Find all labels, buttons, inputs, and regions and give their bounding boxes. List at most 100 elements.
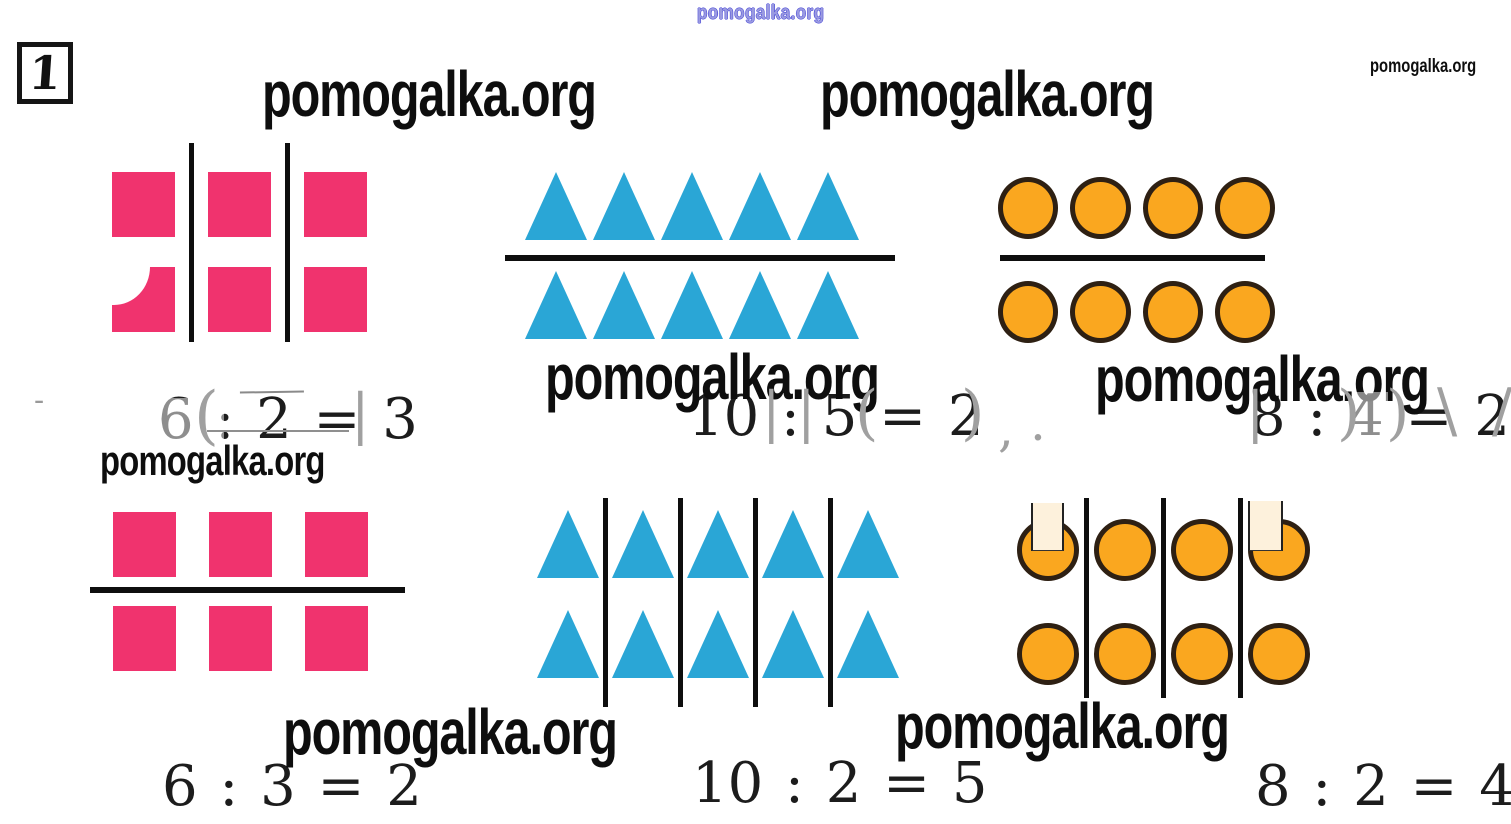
- division-equation-4: 6 : 3 = 2: [162, 754, 422, 819]
- watermark-bottom-right: pomogalka.org: [895, 690, 1230, 762]
- orange-circle-shape: [1094, 623, 1156, 685]
- orange-circle-shape: [1070, 281, 1131, 343]
- shape-column: [687, 498, 749, 707]
- task-number-box: 1: [17, 42, 73, 104]
- pink-square-shape: [209, 512, 272, 577]
- blue-triangle-shape: [612, 510, 674, 578]
- pink-square-shape: [208, 172, 271, 237]
- divider-line: [285, 143, 290, 342]
- shape-row: [90, 512, 405, 577]
- pink-square-shape: [304, 267, 367, 332]
- blue-triangle-shape: [797, 172, 859, 240]
- scan-artifact-paren: (: [194, 379, 219, 453]
- orange-circle-shape: [1070, 177, 1131, 239]
- pink-square-shape: [113, 606, 176, 671]
- blue-triangle-shape: [525, 172, 587, 240]
- orange-circle-shape: [1171, 623, 1233, 685]
- shape-row: [995, 281, 1275, 343]
- shape-column: [112, 143, 175, 342]
- orange-circle-shape: [998, 177, 1059, 239]
- blue-triangle-shape: [762, 510, 824, 578]
- blue-triangle-shape: [729, 172, 791, 240]
- shape-group-triangles-by-2: [537, 498, 899, 707]
- scan-artifact-bar: |: [797, 380, 816, 444]
- blue-triangle-shape: [537, 510, 599, 578]
- shape-group-triangles-by-5: [505, 172, 895, 339]
- blue-triangle-shape: [525, 271, 587, 339]
- shape-row: [505, 271, 895, 339]
- division-equation-2: 10 : 5 = 2: [688, 384, 984, 449]
- watermark-mid-left-small: pomogalka.org: [100, 437, 325, 484]
- divider-line: [753, 498, 758, 707]
- watermark-top-outline: pomogalka.org: [697, 2, 825, 24]
- blue-triangle-shape: [762, 610, 824, 678]
- scan-artifact-backslash: \: [1437, 376, 1458, 446]
- scan-artifact-bar: |: [351, 382, 370, 446]
- divider-line: [1000, 255, 1265, 261]
- blue-triangle-shape: [687, 510, 749, 578]
- scan-artifact-bar: |: [762, 380, 781, 444]
- scan-fade-overlay: [1352, 392, 1388, 446]
- orange-circle-shape: [1171, 519, 1233, 581]
- blue-triangle-shape: [593, 172, 655, 240]
- shape-column: [1171, 498, 1233, 698]
- shape-row: [90, 606, 405, 671]
- divider-line: [828, 498, 833, 707]
- blue-triangle-shape: [661, 271, 723, 339]
- scan-fade-overlay: [162, 398, 224, 446]
- blue-triangle-shape: [537, 610, 599, 678]
- scan-artifact-dash: -: [34, 383, 45, 418]
- pink-square-shape: [305, 512, 368, 577]
- orange-circle-shape: [1094, 519, 1156, 581]
- blue-triangle-shape: [837, 610, 899, 678]
- scan-artifact-slash: /: [1492, 376, 1511, 446]
- division-equation-6: 8 : 2 = 4: [1255, 754, 1511, 819]
- shape-column: [208, 143, 271, 342]
- shape-row: [505, 172, 895, 240]
- shape-column: [837, 498, 899, 707]
- watermark-top-left: pomogalka.org: [262, 58, 597, 130]
- scan-artifact-whitebox: [1248, 501, 1283, 551]
- scan-artifact-paren: ): [1337, 378, 1361, 448]
- pink-square-shape: [208, 267, 271, 332]
- scan-artifact-paren: ): [961, 378, 985, 448]
- blue-triangle-shape: [797, 271, 859, 339]
- divider-line: [189, 143, 194, 342]
- watermark-top-center: pomogalka.org: [820, 58, 1155, 130]
- blue-triangle-shape: [661, 172, 723, 240]
- blue-triangle-shape: [593, 271, 655, 339]
- scan-artifact-line: [207, 430, 349, 432]
- divider-line: [1161, 498, 1166, 698]
- scan-artifact-paren: ): [1386, 378, 1410, 448]
- shape-group-squares-by-3: [90, 512, 405, 671]
- blue-triangle-shape: [729, 271, 791, 339]
- blue-triangle-shape: [837, 510, 899, 578]
- scan-artifact-dot: .: [1030, 394, 1046, 452]
- shape-column: [537, 498, 599, 707]
- divider-line: [90, 587, 405, 593]
- watermark-mid-center: pomogalka.org: [545, 341, 880, 413]
- scan-artifact-whitebox: [1031, 503, 1064, 551]
- shape-group-squares-by-2: [112, 143, 367, 342]
- orange-circle-shape: [1214, 177, 1275, 239]
- shape-column: [1094, 498, 1156, 698]
- shape-column: [762, 498, 824, 707]
- shape-group-circles-by-4: [995, 177, 1275, 343]
- scan-artifact-bar: |: [1246, 380, 1265, 444]
- scan-artifact-paren: (: [855, 378, 879, 448]
- divider-line: [1238, 498, 1243, 698]
- divider-line: [678, 498, 683, 707]
- orange-circle-shape: [998, 281, 1059, 343]
- pink-square-shape: [113, 512, 176, 577]
- orange-circle-shape: [1214, 281, 1275, 343]
- pink-square-shape: [209, 606, 272, 671]
- blue-triangle-shape: [687, 610, 749, 678]
- watermark-top-right-small: pomogalka.org: [1370, 56, 1477, 77]
- orange-circle-shape: [1142, 281, 1203, 343]
- scan-artifact-line: [239, 390, 305, 402]
- divider-line: [603, 498, 608, 707]
- shape-column: [304, 143, 367, 342]
- divider-line: [505, 255, 895, 261]
- scan-artifact-comma: ,: [998, 400, 1014, 458]
